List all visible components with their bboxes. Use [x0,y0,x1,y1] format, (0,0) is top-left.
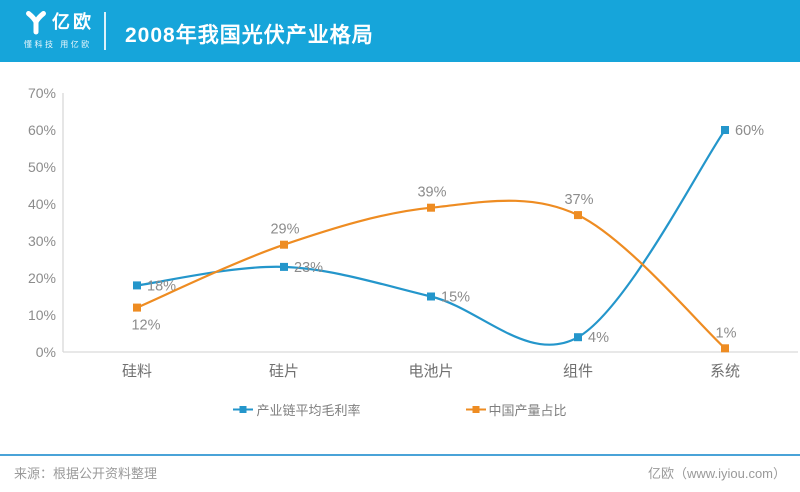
chart-legend: 产业链平均毛利率 中国产量占比 [0,400,800,419]
footer-divider-line [0,454,800,456]
legend-marker-icon [465,406,486,413]
data-point [427,292,435,301]
site-credit: 亿欧（www.iyiou.com） [648,466,786,481]
data-point [280,240,288,249]
series-line-0 [136,129,726,346]
data-label: 29% [270,222,299,238]
data-label: 37% [564,192,593,208]
legend-label: 中国产量占比 [488,403,567,418]
y-tick-label: 0% [36,344,56,360]
data-label: 39% [417,185,446,201]
legend-item-1: 中国产量占比 [465,400,567,419]
x-category-label: 硅料 [122,363,152,380]
data-point [721,344,729,353]
data-label: 15% [441,290,470,306]
x-category-label: 硅片 [269,363,299,380]
header-bar: 亿欧 懂科技 用亿欧 2008年我国光伏产业格局 [0,0,800,62]
line-chart: 0% 10% 20% 30% 40% 50% 60% 70% 硅料 硅片 电池片 组件 系统 18% 23%… [28,85,798,380]
y-tick-label: 50% [28,159,56,175]
data-label: 4% [588,330,609,346]
chart-area: 0% 10% 20% 30% 40% 50% 60% 70% 硅料 硅片 电池片 组件 系统 18% 23%… [0,62,800,394]
data-label: 23% [294,260,323,276]
legend-marker-icon [233,406,254,413]
legend-label: 产业链平均毛利率 [256,403,361,418]
data-point [721,126,729,134]
data-point [427,203,435,212]
data-point [574,333,582,342]
brand-name: 亿欧 [52,12,94,32]
x-category-label: 组件 [563,363,593,380]
legend-item-0: 产业链平均毛利率 [233,400,361,419]
data-label: 18% [147,278,176,294]
x-category-label: 电池片 [408,363,453,380]
y-tick-label: 40% [28,196,56,212]
y-tick-label: 30% [28,233,56,249]
source-note: 来源：根据公开资料整理 [14,466,158,481]
page-title: 2008年我国光伏产业格局 [125,24,374,47]
y-tick-label: 20% [28,270,56,286]
y-tick-label: 70% [28,85,56,101]
y-tick-label: 10% [28,307,56,323]
data-point [133,281,141,290]
x-category-label: 系统 [710,363,740,380]
header-divider [104,12,106,50]
yiou-y-icon [26,11,46,35]
brand-tagline: 懂科技 用亿欧 [24,40,92,49]
data-label: 12% [131,318,160,334]
data-point [133,303,141,312]
data-point [280,262,288,271]
data-point [574,211,582,220]
data-label: 1% [716,325,737,341]
y-tick-label: 60% [28,122,56,138]
brand-logo: 亿欧 懂科技 用亿欧 [24,9,94,50]
data-label: 60% [735,123,764,139]
